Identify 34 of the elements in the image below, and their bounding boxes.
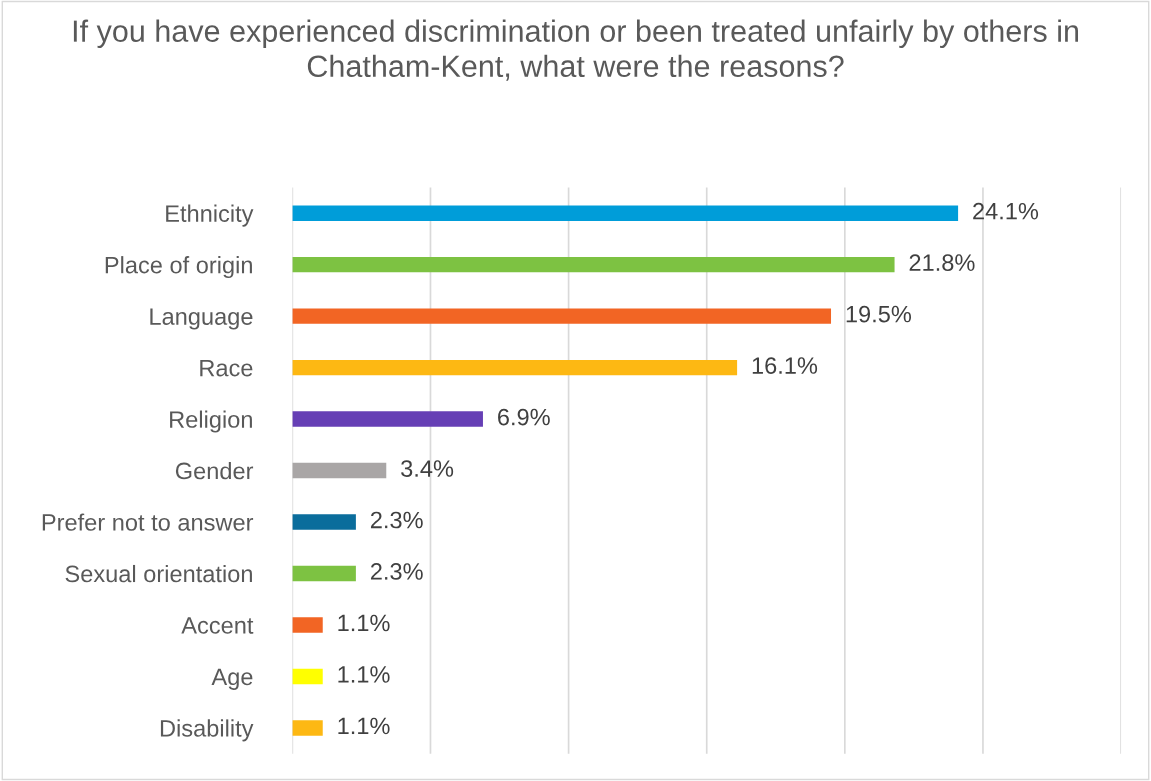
data-label: 6.9% <box>498 408 550 426</box>
bar <box>292 256 895 273</box>
bar <box>292 668 323 685</box>
bar <box>292 411 483 427</box>
y-tick-label: Language <box>150 308 253 330</box>
bar <box>292 462 387 479</box>
data-label: 1.1% <box>338 717 390 735</box>
y-tick-label: Disability <box>160 719 254 742</box>
data-label: 3.4% <box>401 460 454 477</box>
bar <box>292 308 832 324</box>
chart-title: If you have experienced discrimination or been treated unfairly by others in Chatham-Kent, what were the reasons? <box>73 19 1078 81</box>
y-tick-label: Race <box>200 359 253 377</box>
data-label: 19.5% <box>846 305 912 323</box>
bar <box>292 720 323 736</box>
data-label: 2.3% <box>370 511 423 529</box>
y-tick-label: Prefer not to answer <box>42 513 254 531</box>
bar <box>292 205 959 221</box>
y-tick-label: Ethnicity <box>166 204 254 227</box>
y-tick-label: Place of origin <box>105 256 252 279</box>
data-label: 24.1% <box>973 202 1039 220</box>
y-tick-label: Religion <box>170 410 252 433</box>
y-tick-label: Gender <box>175 462 254 480</box>
bar <box>292 565 356 582</box>
y-tick-label: Sexual orientation <box>65 564 252 583</box>
data-label: 16.1% <box>752 357 818 374</box>
data-label: 21.8% <box>909 254 975 271</box>
data-label: 1.1% <box>338 666 390 683</box>
y-tick-label: Accent <box>181 617 254 634</box>
data-label: 1.1% <box>338 614 390 632</box>
bar <box>292 514 356 530</box>
y-tick-label: Age <box>211 668 253 690</box>
data-label: 2.3% <box>370 563 423 580</box>
bar <box>292 359 738 376</box>
bar <box>292 617 323 633</box>
